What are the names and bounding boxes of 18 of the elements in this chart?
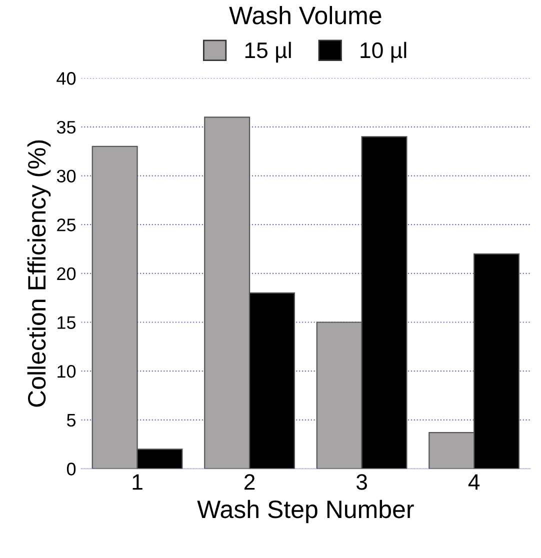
y-tick-label: 0 — [66, 462, 76, 476]
y-axis-title: Collection Efficiency (%) — [27, 140, 51, 407]
x-axis-title: Wash Step Number — [197, 500, 414, 524]
y-tick-label: 10 — [58, 365, 76, 378]
x-tick-label: 4 — [468, 474, 480, 490]
y-tick-label: 40 — [56, 72, 76, 85]
legend-title: Wash Volume — [229, 6, 382, 24]
x-tick-label: 1 — [132, 474, 142, 490]
y-tick-label: 5 — [66, 414, 76, 427]
y-tick-label: 35 — [56, 120, 76, 134]
legend-label: 10 µl — [360, 42, 406, 63]
y-tick-label: 20 — [57, 267, 76, 280]
x-tick-label: 3 — [356, 474, 367, 490]
y-tick-label: 15 — [58, 316, 76, 329]
y-tick-label: 25 — [57, 218, 76, 232]
x-tick-label: 2 — [244, 474, 255, 490]
legend-label: 15 µl — [245, 42, 291, 63]
y-tick-label: 30 — [56, 170, 76, 182]
